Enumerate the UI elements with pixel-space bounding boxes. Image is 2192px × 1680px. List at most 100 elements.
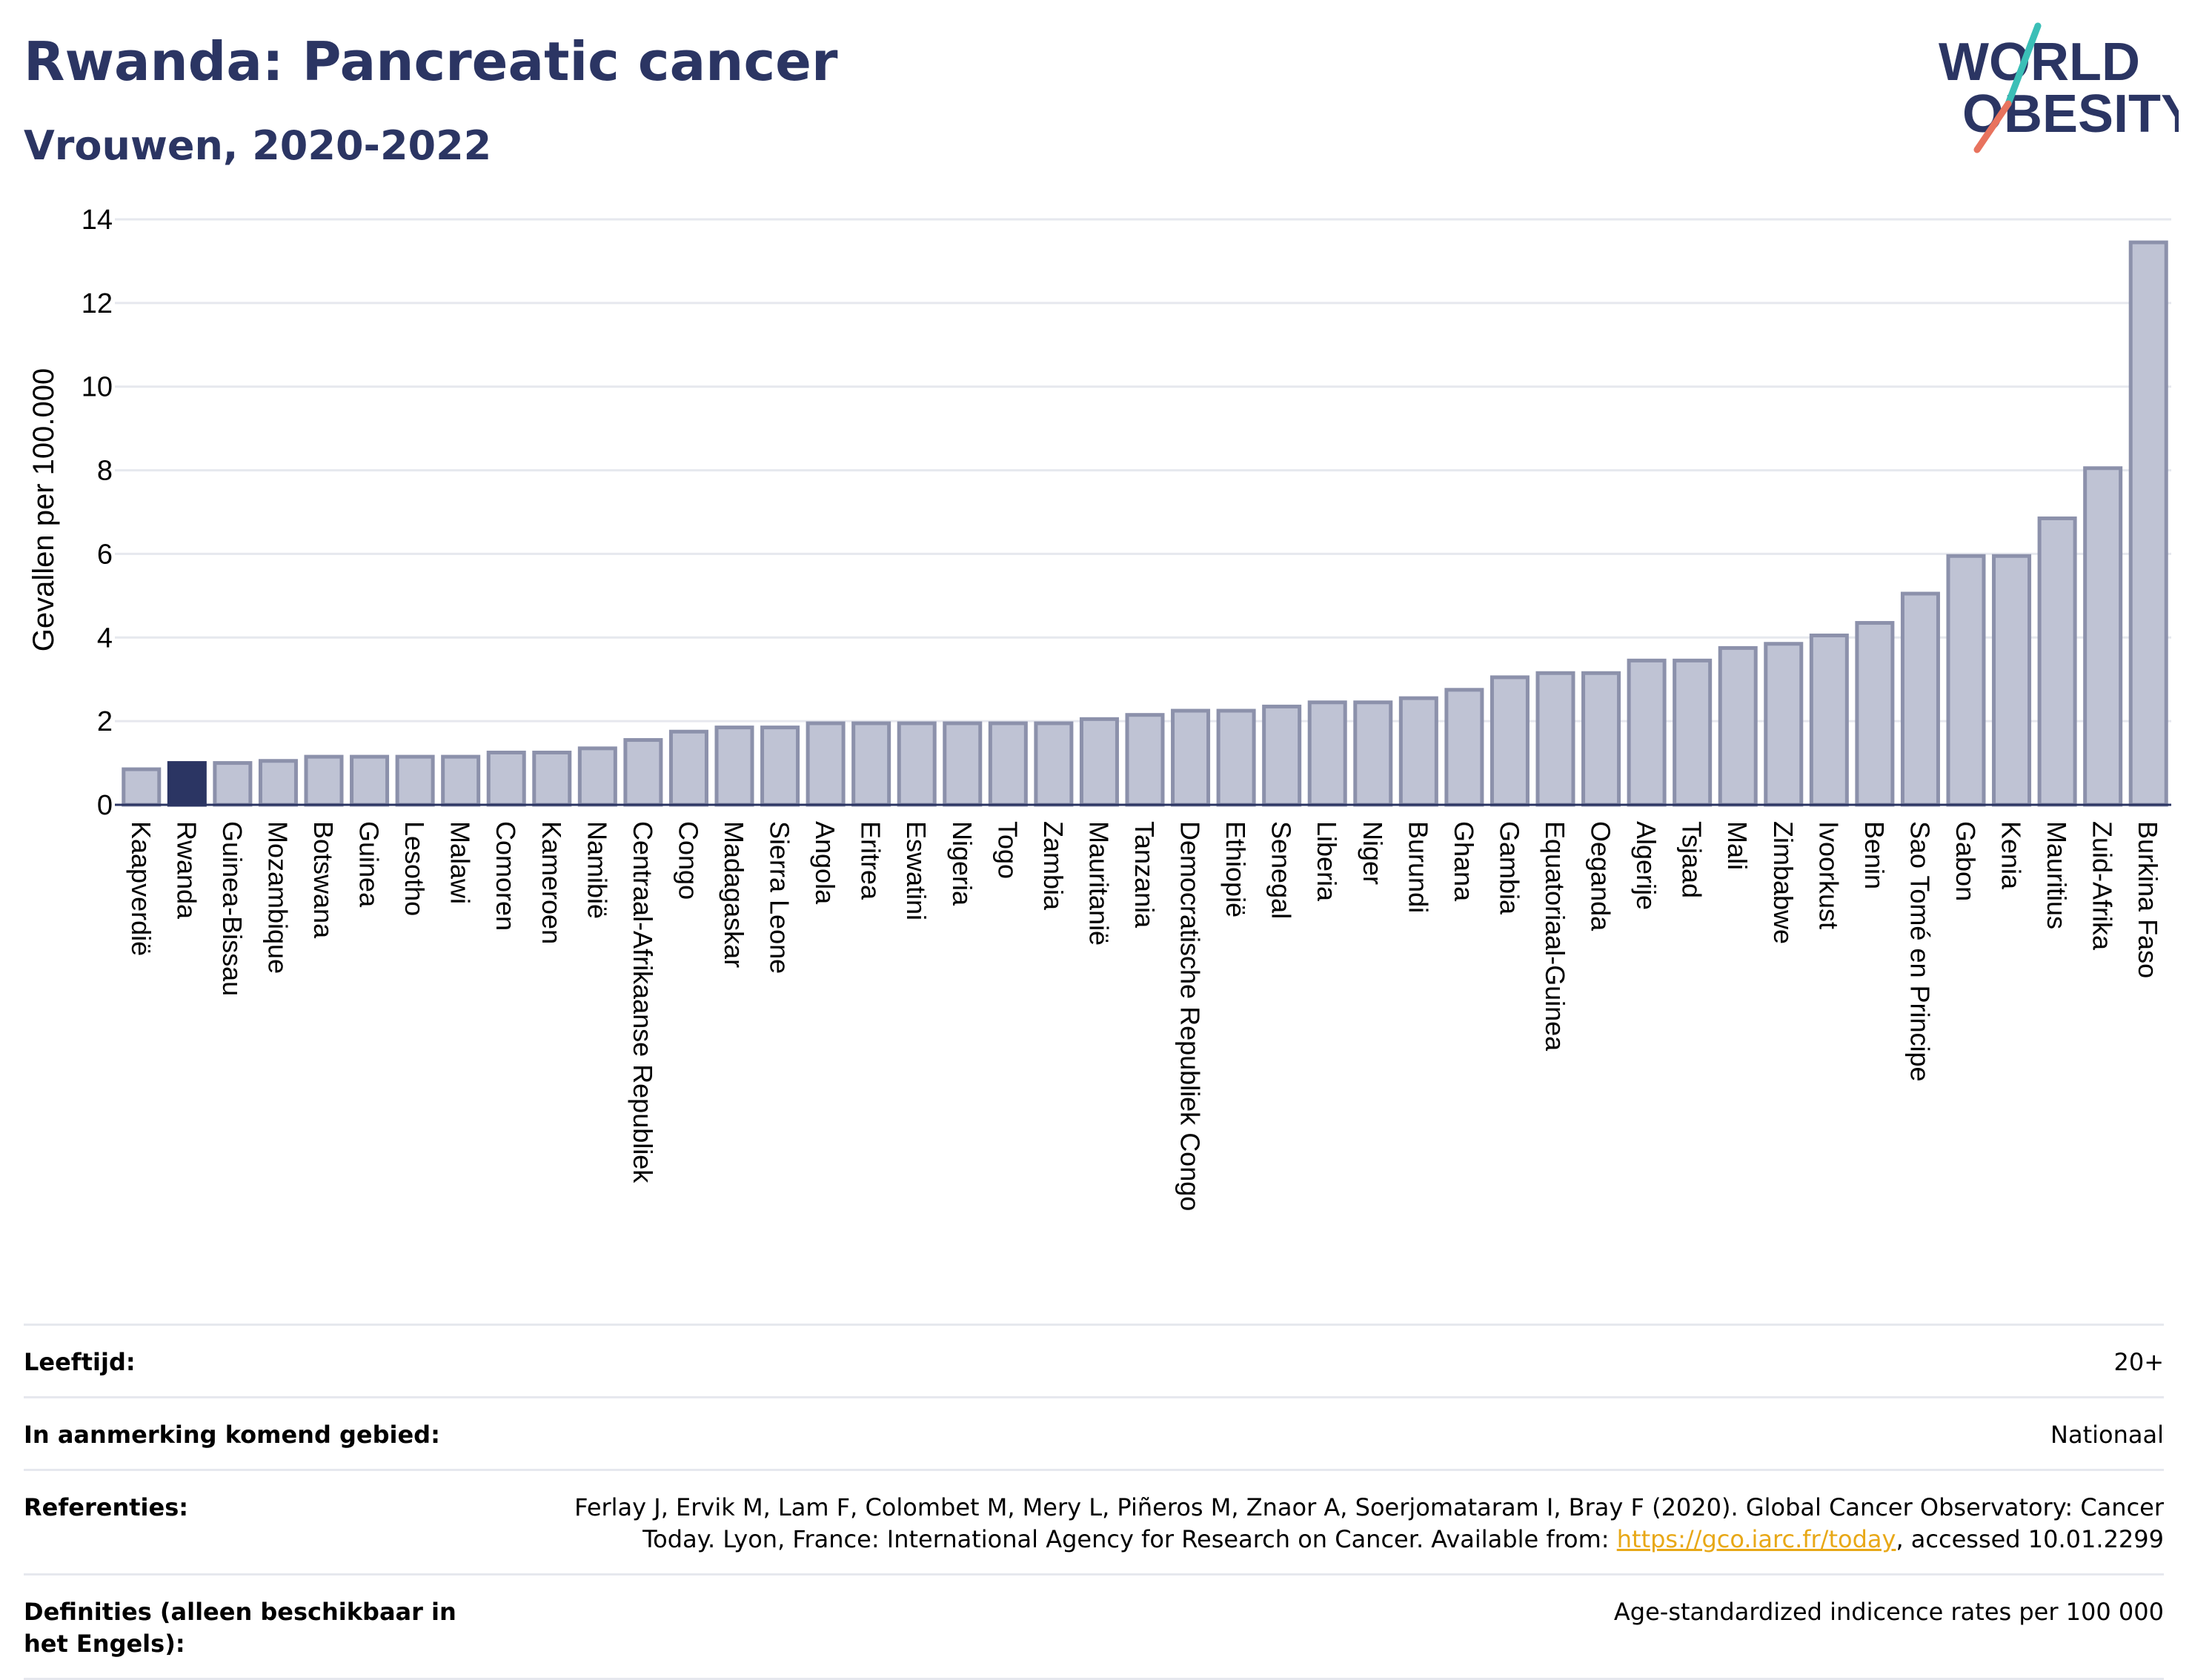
bar-zuid-afrika[interactable] bbox=[2083, 466, 2123, 807]
logo-slash-coral bbox=[1973, 100, 2012, 153]
bar-mozambique[interactable] bbox=[258, 759, 298, 807]
y-tick-label: 6 bbox=[97, 539, 113, 570]
world-obesity-logo: WORLD OBESITY bbox=[1939, 22, 2179, 153]
x-tick-label: Nigeria bbox=[947, 821, 977, 906]
bar-kameroen[interactable] bbox=[532, 750, 572, 807]
bar-tanzania[interactable] bbox=[1125, 713, 1165, 807]
bar-sao-tom-en-principe[interactable] bbox=[1900, 591, 1940, 807]
bar-algerije[interactable] bbox=[1627, 658, 1667, 807]
x-tick-label: Eswatini bbox=[901, 821, 931, 920]
grid-layer bbox=[115, 218, 2171, 723]
x-tick-label: Tsjaad bbox=[1677, 821, 1707, 898]
bar-comoren[interactable] bbox=[486, 750, 526, 807]
bar-mauritani-[interactable] bbox=[1079, 717, 1119, 807]
x-tick-label: Benin bbox=[1859, 821, 1890, 889]
x-tick-label: Burkina Faso bbox=[2133, 821, 2163, 978]
x-tick-label: Comoren bbox=[491, 821, 521, 931]
x-tick-label: Gambia bbox=[1494, 821, 1524, 915]
bar-equatoriaal-guinea[interactable] bbox=[1535, 671, 1575, 807]
bar-niger[interactable] bbox=[1353, 700, 1393, 807]
bar-burkina-faso[interactable] bbox=[2128, 240, 2168, 807]
info-row-area: In aanmerking komend gebied: Nationaal bbox=[24, 1396, 2164, 1469]
info-row-definitions: Definities (alleen beschikbaar in het En… bbox=[24, 1573, 2164, 1680]
bar-namibi-[interactable] bbox=[577, 746, 617, 807]
bar-madagaskar[interactable] bbox=[714, 726, 754, 807]
y-tick-label: 8 bbox=[97, 456, 113, 487]
bar-centraal-afrikaanse-republiek[interactable] bbox=[623, 738, 663, 807]
x-tick-label: Zimbabwe bbox=[1768, 821, 1799, 944]
x-tick-label: Oeganda bbox=[1586, 821, 1616, 932]
bar-benin[interactable] bbox=[1855, 621, 1895, 807]
logo-text-obesity: OBESITY bbox=[1962, 84, 2179, 144]
info-value-area: Nationaal bbox=[2050, 1421, 2164, 1449]
chart-title: Rwanda: Pancreatic cancer bbox=[24, 30, 838, 93]
bar-ethiopi-[interactable] bbox=[1216, 708, 1256, 807]
info-value-age: 20+ bbox=[2113, 1348, 2164, 1376]
bar-guinea-bissau[interactable] bbox=[213, 761, 253, 807]
bar-burundi[interactable] bbox=[1398, 696, 1438, 807]
bar-senegal[interactable] bbox=[1262, 704, 1302, 807]
bar-malawi[interactable] bbox=[441, 754, 481, 807]
bar-eritrea[interactable] bbox=[851, 721, 891, 807]
x-tick-label: Ethiopië bbox=[1220, 821, 1251, 917]
bar-nigeria[interactable] bbox=[943, 721, 983, 807]
y-tick-label: 0 bbox=[97, 790, 113, 821]
bar-botswana[interactable] bbox=[304, 754, 344, 807]
info-label-area: In aanmerking komend gebied: bbox=[24, 1421, 440, 1449]
x-tick-label: Liberia bbox=[1312, 821, 1342, 902]
y-tick-label: 4 bbox=[97, 622, 113, 654]
bar-sierra-leone[interactable] bbox=[760, 726, 800, 807]
bar-ivoorkust[interactable] bbox=[1809, 633, 1849, 807]
bar-angola[interactable] bbox=[806, 721, 846, 807]
bar-zambia[interactable] bbox=[1034, 721, 1074, 807]
x-tick-label: Malawi bbox=[445, 821, 476, 904]
info-table: Leeftijd: 20+ In aanmerking komend gebie… bbox=[24, 1324, 2164, 1680]
x-tick-label: Zambia bbox=[1038, 821, 1069, 911]
bar-rwanda[interactable] bbox=[167, 761, 207, 807]
bar-mali[interactable] bbox=[1718, 645, 1758, 807]
bar-liberia[interactable] bbox=[1307, 700, 1347, 807]
bar-eswatini[interactable] bbox=[897, 721, 937, 807]
bar-oeganda[interactable] bbox=[1581, 671, 1621, 807]
x-tick-layer: Kaapverdië Rwanda Guinea-Bissau Mozambique B… bbox=[126, 821, 2163, 1211]
x-tick-label: Namibië bbox=[582, 821, 612, 919]
bar-togo[interactable] bbox=[988, 721, 1028, 807]
info-value-definitions: Age-standardized indicence rates per 100… bbox=[1613, 1598, 2164, 1626]
bar-tsjaad[interactable] bbox=[1673, 658, 1713, 807]
x-tick-label: Ghana bbox=[1449, 821, 1479, 902]
logo-text-world: WORLD bbox=[1939, 33, 2140, 92]
x-tick-label: Togo bbox=[992, 821, 1023, 879]
x-tick-label: Centraal-Afrikaanse Republiek bbox=[628, 821, 658, 1183]
info-label-age: Leeftijd: bbox=[24, 1348, 136, 1376]
x-tick-label: Niger bbox=[1358, 821, 1388, 885]
x-tick-label: Mauritanië bbox=[1083, 821, 1114, 946]
x-tick-label: Kameroen bbox=[537, 821, 567, 944]
info-row-age: Leeftijd: 20+ bbox=[24, 1324, 2164, 1396]
x-tick-label: Democratische Republiek Congo bbox=[1175, 821, 1206, 1211]
bar-lesotho[interactable] bbox=[395, 754, 435, 807]
bar-kaapverdi-[interactable] bbox=[122, 767, 162, 807]
x-tick-label: Mali bbox=[1722, 821, 1753, 870]
x-tick-label: Madagaskar bbox=[719, 821, 749, 968]
bar-gabon[interactable] bbox=[1946, 554, 1986, 807]
bar-democratische-republiek-congo[interactable] bbox=[1171, 708, 1211, 807]
bar-zimbabwe[interactable] bbox=[1764, 642, 1804, 807]
x-tick-label: Sierra Leone bbox=[765, 821, 795, 974]
info-label-references: Referenties: bbox=[24, 1493, 189, 1521]
x-tick-label: Guinea bbox=[354, 821, 385, 908]
info-row-references: Referenties: Ferlay J, Ervik M, Lam F, C… bbox=[24, 1469, 2164, 1573]
x-tick-label: Kenia bbox=[1996, 821, 2027, 890]
bar-kenia[interactable] bbox=[1992, 554, 2032, 807]
bar-mauritius[interactable] bbox=[2037, 516, 2077, 807]
reference-link[interactable]: https://gco.iarc.fr/today bbox=[1616, 1525, 1896, 1553]
bar-congo[interactable] bbox=[668, 729, 708, 807]
bar-ghana[interactable] bbox=[1444, 688, 1484, 807]
y-tick-layer: 0 2 4 6 8 10 12 14 bbox=[82, 205, 113, 821]
x-tick-label: Congo bbox=[673, 821, 703, 900]
logo-slash-teal bbox=[2005, 22, 2042, 107]
bar-guinea[interactable] bbox=[350, 754, 390, 807]
chart-subtitle: Vrouwen, 2020-2022 bbox=[24, 122, 492, 169]
bar-gambia[interactable] bbox=[1489, 675, 1530, 807]
x-tick-label: Rwanda bbox=[171, 821, 202, 920]
y-axis-label: Gevallen per 100.000 bbox=[27, 368, 60, 652]
